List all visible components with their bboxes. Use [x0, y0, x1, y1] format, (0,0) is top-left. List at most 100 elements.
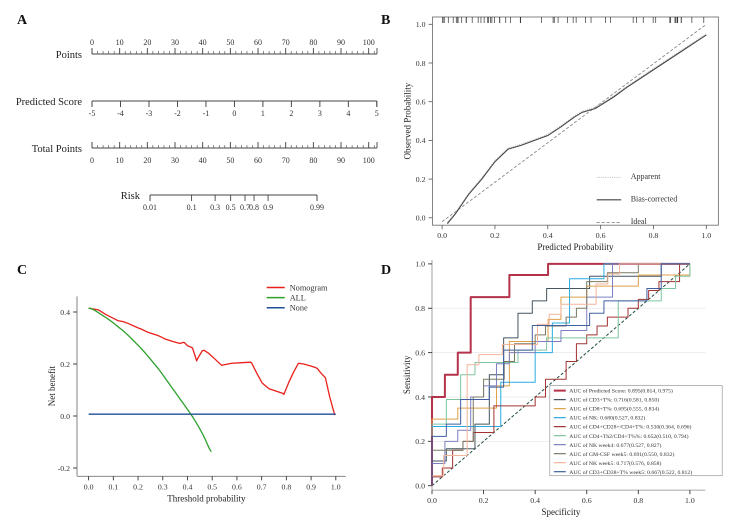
svg-text:0.5: 0.5	[207, 482, 217, 491]
svg-text:0.4: 0.4	[60, 308, 70, 317]
svg-text:0.0: 0.0	[84, 482, 94, 491]
svg-text:AUC of NK week5: 0.717(0.576,: AUC of NK week5: 0.717(0.576, 0.858)	[569, 460, 661, 467]
svg-text:0.3: 0.3	[158, 482, 168, 491]
svg-text:0.0: 0.0	[415, 482, 425, 491]
svg-text:Observed Probability: Observed Probability	[403, 82, 413, 159]
svg-text:1.0: 1.0	[415, 260, 425, 269]
svg-text:50: 50	[226, 156, 234, 165]
svg-text:0.8: 0.8	[649, 231, 659, 240]
svg-text:0.9: 0.9	[263, 203, 273, 212]
svg-text:AUC of CD8+T%: 0.695(0.555, 0.: AUC of CD8+T%: 0.695(0.555, 0.834)	[569, 406, 659, 413]
svg-text:30: 30	[171, 156, 179, 165]
svg-text:-4: -4	[117, 109, 124, 118]
svg-text:Predicted Score: Predicted Score	[16, 97, 83, 108]
svg-text:10: 10	[116, 38, 124, 47]
svg-text:80: 80	[309, 38, 317, 47]
svg-text:-0.2: -0.2	[58, 464, 70, 473]
svg-text:1.0: 1.0	[331, 482, 341, 491]
svg-text:Net benefit: Net benefit	[47, 365, 57, 406]
svg-text:0.1: 0.1	[108, 482, 118, 491]
svg-text:0.8: 0.8	[416, 59, 426, 68]
svg-text:ALL: ALL	[290, 293, 306, 302]
svg-text:0.8: 0.8	[249, 203, 259, 212]
svg-text:AUC of GM-CSF week5: 0.691(0.5: AUC of GM-CSF week5: 0.691(0.550, 0.832)	[569, 451, 674, 458]
svg-text:3: 3	[318, 109, 322, 118]
svg-text:0.0: 0.0	[416, 214, 426, 223]
svg-text:Threshold probability: Threshold probability	[167, 493, 246, 503]
svg-text:-2: -2	[174, 109, 181, 118]
svg-text:Predicted Probability: Predicted Probability	[537, 242, 614, 252]
svg-text:4: 4	[346, 109, 350, 118]
svg-text:80: 80	[309, 156, 317, 165]
svg-text:0.2: 0.2	[490, 231, 500, 240]
svg-text:0.4: 0.4	[530, 496, 540, 505]
svg-text:0.2: 0.2	[60, 360, 70, 369]
svg-text:0: 0	[90, 38, 94, 47]
svg-text:AUC of CD4+Th2/CD4+T%%: 0.652(: AUC of CD4+Th2/CD4+T%%: 0.652(0.510, 0.7…	[569, 433, 688, 440]
svg-text:0.4: 0.4	[543, 231, 553, 240]
svg-text:None: None	[290, 304, 308, 313]
svg-text:0.7: 0.7	[257, 482, 267, 491]
svg-text:0.2: 0.2	[415, 437, 425, 446]
svg-text:Points: Points	[56, 50, 82, 61]
svg-text:0.4: 0.4	[415, 393, 425, 402]
svg-text:0.0: 0.0	[60, 412, 70, 421]
svg-text:40: 40	[199, 38, 207, 47]
svg-text:90: 90	[337, 156, 345, 165]
svg-text:0.1: 0.1	[187, 203, 197, 212]
svg-text:Specificity: Specificity	[541, 507, 580, 517]
svg-text:0.0: 0.0	[437, 231, 447, 240]
svg-text:1.0: 1.0	[701, 231, 711, 240]
svg-text:20: 20	[143, 156, 151, 165]
svg-text:AUC of CD3+CD38+T% week5: 0.66: AUC of CD3+CD38+T% week5: 0.667(0.522, 0…	[569, 469, 692, 476]
svg-text:0.99: 0.99	[310, 203, 324, 212]
svg-text:0.3: 0.3	[210, 203, 220, 212]
svg-text:-5: -5	[89, 109, 96, 118]
svg-text:1: 1	[261, 109, 265, 118]
svg-text:Sensitivity: Sensitivity	[402, 355, 412, 394]
svg-text:0.5: 0.5	[226, 203, 236, 212]
svg-text:AUC of CD3+T%: 0.716(0.581, 0.: AUC of CD3+T%: 0.716(0.581, 0.850)	[569, 397, 659, 404]
svg-text:Risk: Risk	[121, 191, 141, 202]
svg-text:0.0: 0.0	[427, 496, 437, 505]
svg-text:-3: -3	[146, 109, 153, 118]
svg-text:Total Points: Total Points	[32, 144, 82, 155]
svg-text:70: 70	[282, 156, 290, 165]
svg-text:0.8: 0.8	[633, 496, 643, 505]
svg-text:0.4: 0.4	[183, 482, 193, 491]
svg-text:100: 100	[363, 156, 375, 165]
svg-text:60: 60	[254, 38, 262, 47]
svg-text:AUC of Predicted Score: 0.895(: AUC of Predicted Score: 0.895(0.814, 0.9…	[569, 388, 673, 395]
svg-text:0.8: 0.8	[415, 304, 425, 313]
svg-text:2: 2	[289, 109, 293, 118]
svg-text:0.2: 0.2	[479, 496, 489, 505]
svg-text:70: 70	[282, 38, 290, 47]
svg-text:AUC of CD4+CD28+/CD4+T%: 0.530: AUC of CD4+CD28+/CD4+T%: 0.530(0.364, 0.…	[569, 424, 691, 431]
svg-text:0.4: 0.4	[416, 136, 426, 145]
svg-text:10: 10	[116, 156, 124, 165]
svg-text:0.01: 0.01	[143, 203, 157, 212]
svg-text:0: 0	[90, 156, 94, 165]
svg-text:100: 100	[363, 38, 375, 47]
svg-text:Ideal: Ideal	[631, 217, 648, 226]
svg-text:60: 60	[254, 156, 262, 165]
svg-text:40: 40	[199, 156, 207, 165]
svg-text:0.6: 0.6	[415, 348, 425, 357]
svg-text:0.6: 0.6	[416, 98, 426, 107]
svg-text:50: 50	[226, 38, 234, 47]
svg-text:0.2: 0.2	[416, 175, 426, 184]
svg-text:90: 90	[337, 38, 345, 47]
svg-text:0.6: 0.6	[232, 482, 242, 491]
svg-text:-1: -1	[203, 109, 210, 118]
svg-text:Nomogram: Nomogram	[290, 283, 328, 292]
svg-text:1.0: 1.0	[685, 496, 695, 505]
svg-text:0.6: 0.6	[582, 496, 592, 505]
svg-text:Bias-corrected: Bias-corrected	[631, 194, 678, 203]
svg-text:AUC of NK: 0.680(0.527, 0.832): AUC of NK: 0.680(0.527, 0.832)	[569, 415, 645, 422]
svg-text:0.8: 0.8	[281, 482, 291, 491]
svg-text:Apparent: Apparent	[631, 172, 662, 181]
svg-text:0.2: 0.2	[133, 482, 143, 491]
svg-text:30: 30	[171, 38, 179, 47]
svg-text:0.6: 0.6	[596, 231, 606, 240]
svg-text:0: 0	[232, 109, 236, 118]
